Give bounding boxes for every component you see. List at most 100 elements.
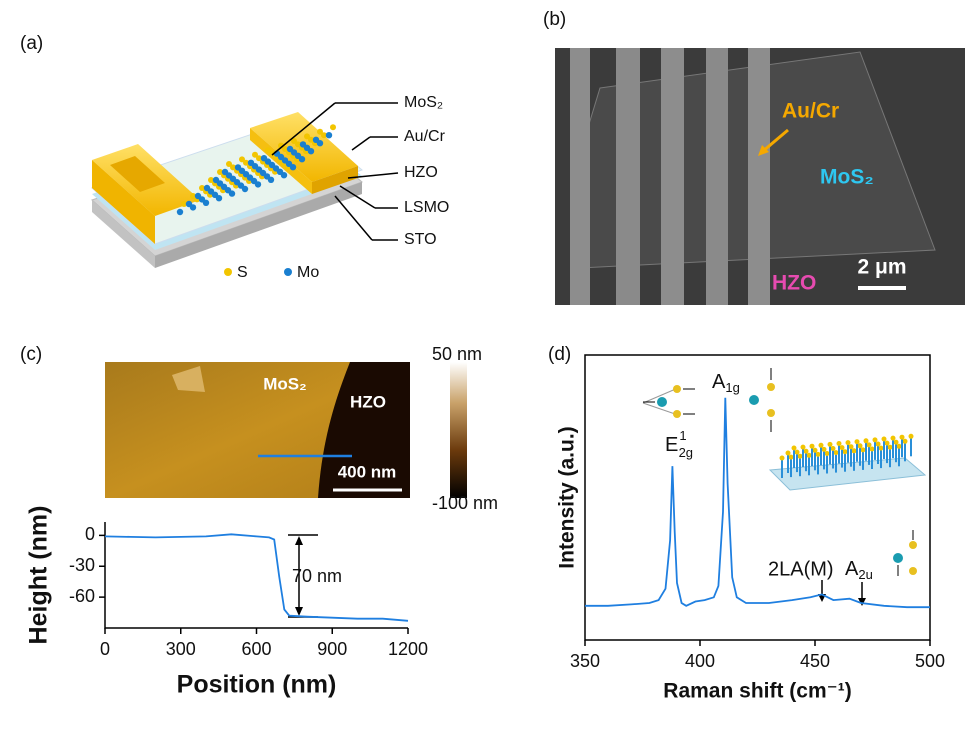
x-tick-label: 300	[166, 639, 196, 659]
plot-frame	[584, 354, 931, 641]
afm-annotation: MoS₂	[263, 374, 306, 393]
s-atom	[304, 133, 310, 140]
x-tick-label: 900	[317, 639, 347, 659]
legend-marker	[224, 268, 232, 276]
peak-label: 2LA(M)	[768, 558, 834, 580]
sem-image	[555, 48, 965, 305]
s-atom	[269, 150, 275, 157]
peak-label: E1 2g	[665, 428, 693, 460]
mo-atom	[325, 132, 333, 139]
layer-label: MoS₂	[404, 94, 443, 111]
panel-label: (b)	[543, 9, 566, 30]
panel-label: (a)	[20, 33, 43, 54]
inset-atom	[812, 447, 818, 453]
inset-atom	[779, 455, 785, 461]
step-annotation	[288, 534, 318, 618]
s-atom	[217, 169, 223, 175]
device-schematic	[91, 102, 399, 268]
inset-atom	[797, 453, 803, 459]
inset-atom	[836, 441, 842, 446]
s-atom	[181, 201, 187, 207]
mo-atom	[312, 136, 320, 143]
inset-atom	[890, 435, 896, 441]
mo-atom	[260, 155, 268, 162]
x-tick-label: 450	[800, 651, 830, 671]
s-atom	[199, 185, 205, 191]
inset-atom	[827, 441, 833, 447]
inset-atom	[902, 438, 908, 444]
sem-annotation: HZO	[772, 272, 816, 295]
x-tick-label: 500	[915, 651, 945, 671]
inset-atom	[884, 440, 890, 446]
layer-label: HZO	[404, 164, 438, 181]
inset-atom	[842, 449, 848, 455]
s-atom	[190, 193, 196, 199]
inset-atom	[809, 443, 815, 449]
mo-atom	[299, 141, 307, 148]
s-atom	[291, 138, 297, 144]
inset-atom	[908, 433, 914, 439]
y-tick-label: -60	[69, 586, 95, 606]
y-tick-label: 0	[85, 524, 95, 544]
s-atom	[282, 146, 288, 152]
inset-atom	[839, 445, 845, 451]
mo-atom	[234, 164, 242, 171]
inset-atom	[869, 446, 875, 452]
s-atom	[239, 156, 245, 163]
inset-atom	[860, 447, 866, 453]
x-tick-label: 600	[241, 639, 271, 659]
sem-annotation: Au/Cr	[782, 100, 839, 123]
inset-atom	[800, 444, 806, 450]
x-tick-label: 1200	[388, 639, 428, 659]
mo-atom	[212, 176, 220, 184]
inset-atom	[791, 445, 797, 451]
panel-label: (c)	[20, 344, 42, 365]
inset-atom	[803, 448, 809, 454]
sem-annotation: MoS₂	[820, 166, 874, 189]
scale-bar-label: 400 nm	[338, 462, 397, 481]
inset-atom	[788, 454, 794, 460]
s-atom	[252, 151, 258, 158]
x-tick-label: 0	[100, 639, 110, 659]
mo-atom	[247, 159, 255, 166]
y-axis-label: Intensity (a.u.)	[556, 426, 579, 568]
peak-label: A1g	[712, 371, 740, 395]
colorbar-label: 50 nm	[432, 344, 482, 364]
s-atom	[243, 159, 249, 166]
x-tick-label: 400	[685, 651, 715, 671]
data-line	[104, 533, 409, 622]
inset-atom	[854, 439, 860, 445]
y-axis-label: Height (nm)	[25, 506, 53, 645]
s-atom	[230, 164, 236, 171]
inset-atom	[863, 438, 869, 444]
inset-atom	[857, 443, 863, 449]
afm-image	[105, 362, 467, 498]
inset-atom	[878, 445, 884, 451]
colorbar-label: -100 nm	[432, 493, 498, 513]
x-axis-label: Position (nm)	[177, 671, 337, 699]
s-atom	[308, 136, 314, 143]
inset-atom	[845, 440, 851, 446]
inset-atom	[818, 442, 824, 448]
inset-atom	[794, 449, 800, 455]
mo-atom	[194, 192, 202, 200]
inset-atom	[848, 444, 854, 450]
mos2-lattice	[176, 124, 336, 216]
inset-atom	[899, 434, 905, 440]
layer-label: STO	[404, 231, 437, 248]
inset-atom	[851, 448, 857, 454]
inset-atom	[785, 450, 791, 456]
legend-marker	[284, 268, 292, 276]
panel-label: (d)	[548, 344, 571, 365]
layer-label: LSMO	[404, 199, 449, 216]
mo-atom	[185, 200, 193, 208]
inset-atom	[896, 443, 902, 449]
afm-annotation: HZO	[350, 392, 386, 411]
inset-atom	[833, 450, 839, 456]
inset-atom	[806, 452, 812, 458]
s-atom	[295, 141, 301, 148]
mo-atom	[176, 208, 184, 216]
mo-atom	[221, 168, 229, 176]
y-tick-label: -30	[69, 555, 95, 575]
